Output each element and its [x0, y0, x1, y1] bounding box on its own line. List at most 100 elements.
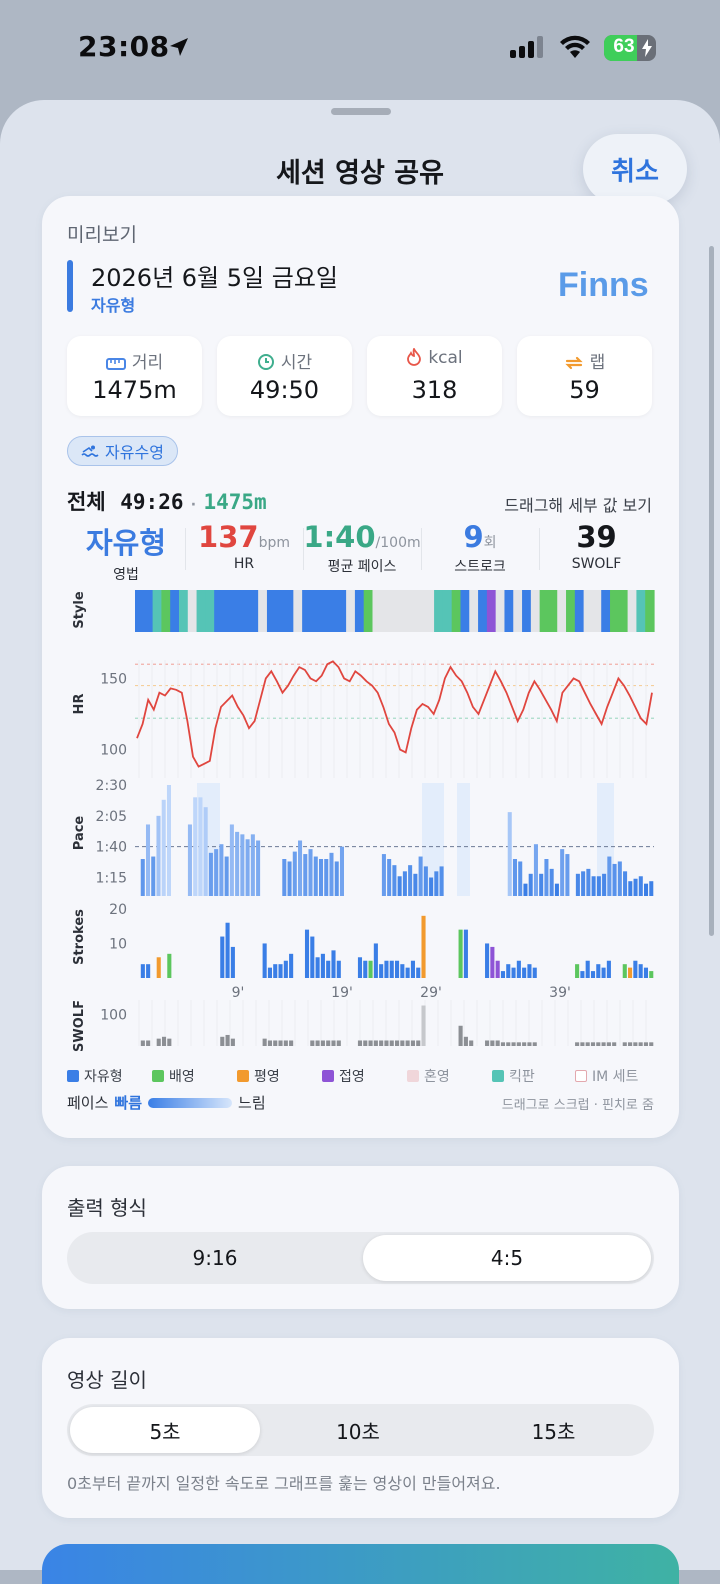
pace-tick-label: 2:05 — [96, 809, 127, 825]
stroke-bar — [463, 929, 468, 978]
stroke-bar — [532, 967, 537, 978]
share-button[interactable] — [42, 1544, 679, 1584]
metric-stroke-style-value: 자유형 — [85, 526, 167, 560]
pace-bar — [512, 859, 517, 896]
pace-bar — [507, 812, 512, 896]
session-summary: 전체 49:26 · 1475m — [67, 486, 267, 516]
pace-bar — [434, 871, 439, 896]
pace-bar — [423, 866, 428, 896]
swolf-bar — [405, 1040, 410, 1046]
cancel-button[interactable]: 취소 — [583, 134, 687, 204]
style-segment — [504, 590, 514, 632]
stroke-bar — [511, 967, 516, 978]
video-length-card: 영상 길이 5초 10초 15초 0초부터 끝까지 일정한 속도로 그래프를 훑… — [42, 1338, 679, 1518]
style-segment — [618, 590, 629, 632]
stroke-bar — [580, 971, 585, 978]
charging-bolt-icon — [642, 39, 652, 57]
style-segment — [319, 590, 330, 632]
metric-divider — [539, 528, 540, 570]
swolf-bar — [220, 1036, 225, 1046]
wifi-icon — [560, 35, 590, 58]
pace-bar — [596, 876, 601, 896]
style-segment — [363, 590, 374, 632]
pace-bar — [203, 807, 208, 896]
metric-divider — [185, 528, 186, 570]
legend-label: 킥판 — [509, 1069, 535, 1085]
pace-bar — [240, 834, 245, 896]
style-segment — [266, 590, 277, 632]
swolf-bar — [463, 1036, 468, 1046]
swolf-bar — [516, 1042, 521, 1046]
length-option-10s[interactable]: 10초 — [336, 1419, 380, 1444]
output-format-segmented: 9:16 4:5 — [67, 1232, 654, 1284]
style-segment — [178, 590, 189, 632]
session-chart[interactable]: Style HR Pace Strokes SWOLF 150 100 2:30 2:05 1:4… — [42, 580, 679, 1060]
pace-bar — [166, 785, 171, 896]
pace-bar — [612, 863, 617, 896]
length-option-15s[interactable]: 15초 — [531, 1419, 576, 1444]
metric-swolf: 39 SWOLF — [539, 520, 654, 572]
pace-scale-fast: 빠름 — [114, 1094, 143, 1112]
sheet-grabber[interactable] — [331, 108, 391, 115]
format-option-4-5[interactable]: 4:5 — [363, 1235, 651, 1281]
swolf-bar — [421, 1005, 426, 1046]
session-type-label: 자유수영 — [105, 443, 164, 462]
style-segment — [346, 590, 356, 632]
summary-distance: 1475m — [203, 490, 267, 514]
row-label: Style — [72, 591, 87, 629]
scrollbar[interactable] — [709, 246, 714, 936]
style-segment — [135, 590, 145, 632]
stroke-bar — [638, 964, 643, 978]
pace-bar — [224, 856, 229, 896]
swolf-bar — [389, 1040, 394, 1046]
style-segment — [434, 590, 444, 632]
stroke-bar — [384, 960, 389, 978]
style-segment — [293, 590, 303, 632]
pace-bar — [151, 856, 156, 896]
style-segment — [416, 590, 426, 632]
swolf-bar — [649, 1042, 654, 1046]
style-segment — [231, 590, 242, 632]
style-segment — [530, 590, 541, 632]
session-date: 2026년 6월 5일 금요일 — [91, 264, 338, 292]
tile-time-value: 49:50 — [249, 376, 320, 404]
swolf-bar — [575, 1042, 580, 1046]
swolf-bar — [527, 1042, 532, 1046]
stroke-bar — [278, 964, 283, 978]
pace-bar — [607, 856, 612, 896]
legend-swatch — [407, 1070, 419, 1082]
format-option-9-16[interactable]: 9:16 — [192, 1246, 238, 1270]
pace-bar — [591, 876, 596, 896]
session-style: 자유형 — [91, 296, 136, 315]
legend-item: 혼영 — [407, 1066, 450, 1086]
swolf-bar — [522, 1042, 527, 1046]
stroke-bar — [336, 960, 341, 978]
pace-bar — [318, 859, 324, 896]
tile-laps: 랩 59 — [517, 336, 652, 416]
stroke-bar — [643, 967, 649, 978]
stroke-bar — [522, 967, 527, 978]
metric-strokes-label: 스트로크 — [454, 559, 506, 575]
summary-time: 49:26 — [120, 490, 184, 514]
style-segment — [214, 590, 224, 632]
swolf-bar — [580, 1042, 585, 1046]
stroke-bar — [267, 967, 272, 978]
stroke-bar — [289, 953, 294, 978]
swolf-bar — [628, 1042, 633, 1046]
metric-strokes: 9회 스트로크 — [421, 520, 539, 576]
swolf-bar — [622, 1042, 627, 1046]
style-segment — [222, 590, 233, 632]
length-option-5s[interactable]: 5초 — [70, 1407, 260, 1453]
pace-bar — [554, 883, 559, 896]
pace-bar — [282, 859, 287, 896]
ruler-icon — [105, 358, 126, 370]
metric-swolf-value: 39 — [576, 520, 617, 554]
swolf-bar — [395, 1040, 400, 1046]
stroke-bar — [140, 964, 145, 978]
stroke-bar — [373, 943, 378, 978]
swolf-bar — [363, 1040, 368, 1046]
pace-bar — [245, 839, 250, 896]
swolf-bar — [289, 1040, 294, 1046]
tile-time: 시간 49:50 — [217, 336, 352, 416]
swolf-bar — [310, 1040, 315, 1046]
